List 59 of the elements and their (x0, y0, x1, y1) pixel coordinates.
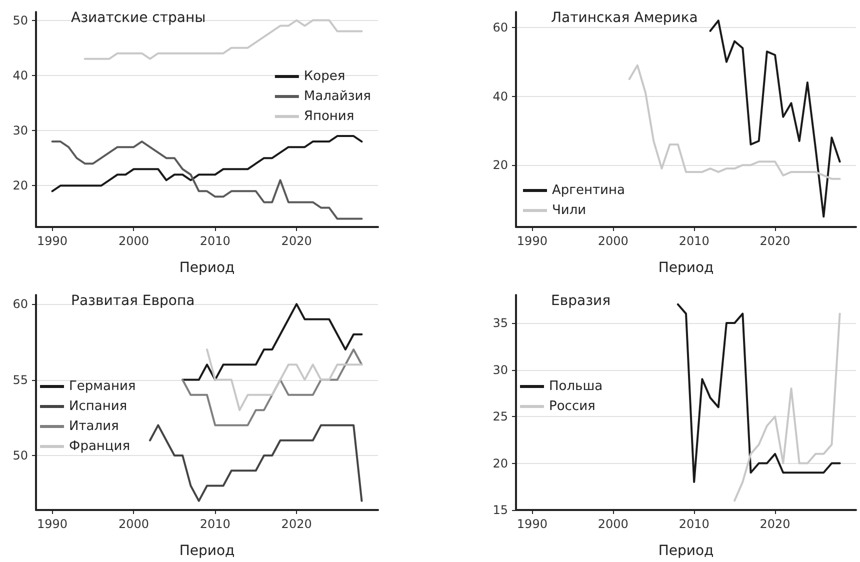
x-axis-title: Период (179, 260, 235, 276)
legend-label: Чили (552, 203, 586, 218)
line-series (51, 140, 363, 220)
x-tick-label: 2000 (598, 234, 628, 248)
x-tick-label: 2010 (200, 517, 230, 531)
x-tick-label: 1990 (37, 234, 68, 248)
x-tick-label: 2000 (118, 234, 149, 248)
line-series (709, 20, 841, 218)
y-tick-label: 25 (492, 410, 508, 424)
line-series (149, 424, 363, 502)
y-tick-label: 50 (12, 448, 28, 462)
x-tick-label: 2020 (760, 517, 790, 531)
legend-label: Польша (549, 379, 603, 394)
y-tick-label: 60 (12, 297, 28, 312)
legend-label: Аргентина (552, 183, 625, 198)
chart-title: Азиатские страны (71, 10, 206, 26)
y-tick-label: 55 (12, 372, 28, 387)
y-tick-label: 35 (492, 316, 508, 330)
legend-label: Корея (304, 69, 346, 84)
x-axis-title: Период (658, 260, 714, 276)
legend-label: Испания (69, 399, 128, 414)
chart-title: Латинская Америка (551, 10, 698, 26)
y-tick-label: 40 (12, 68, 28, 82)
line-series (676, 303, 841, 483)
y-tick-label: 30 (492, 362, 508, 377)
y-tick-label: 60 (492, 20, 508, 34)
x-tick-label: 1990 (516, 234, 548, 248)
chart-title: Евразия (551, 293, 611, 309)
y-tick-label: 20 (492, 158, 508, 172)
legend-label: Франция (69, 439, 130, 454)
y-tick-label: 50 (12, 13, 28, 28)
x-tick-label: 2020 (281, 234, 312, 248)
y-tick-label: 20 (492, 456, 508, 470)
line-series (182, 348, 363, 426)
legend-label: Малайзия (304, 89, 372, 104)
y-tick-label: 40 (492, 89, 508, 104)
y-tick-label: 30 (12, 124, 28, 138)
line-series (206, 348, 363, 412)
legend-label: Япония (304, 109, 354, 124)
x-tick-label: 2010 (678, 517, 710, 531)
line-series (51, 135, 363, 192)
y-tick-label: 20 (12, 178, 28, 193)
x-tick-label: 2010 (200, 234, 230, 248)
legend-label: Россия (549, 399, 596, 414)
x-tick-label: 2020 (760, 234, 790, 248)
x-tick-label: 2000 (598, 517, 628, 531)
x-tick-label: 1990 (37, 517, 68, 531)
chart-title: Развитая Европа (71, 293, 195, 309)
legend-label: Италия (69, 419, 119, 434)
line-series (628, 64, 841, 180)
y-tick-label: 15 (492, 503, 508, 517)
x-axis-title: Период (658, 543, 714, 559)
x-axis-title: Период (179, 543, 235, 559)
x-tick-label: 2000 (118, 517, 149, 531)
legend-label: Германия (69, 379, 136, 394)
x-tick-label: 1990 (516, 517, 548, 531)
line-series (734, 312, 841, 502)
x-tick-label: 2010 (678, 234, 710, 248)
x-tick-label: 2020 (281, 517, 312, 531)
